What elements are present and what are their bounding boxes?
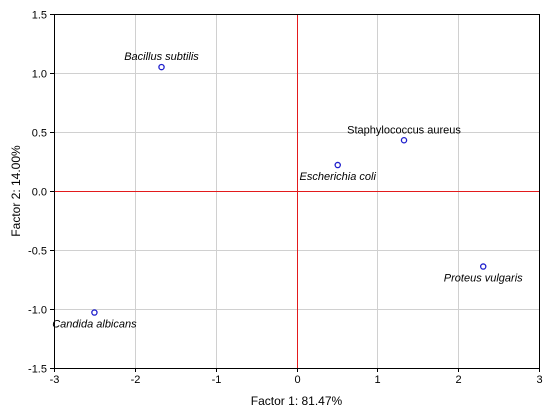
y-tick-label: -1.5 (28, 364, 47, 376)
x-tick-label: 3 (536, 374, 542, 386)
x-tick-label: 1 (374, 374, 380, 386)
y-axis-title: Factor 2: 14.00% (9, 145, 23, 237)
data-point (158, 63, 165, 71)
y-tick-label: -1.0 (28, 305, 47, 317)
x-axis-ticks: -3 -2 -1 0 1 2 3 (50, 368, 543, 386)
data-point (400, 137, 408, 144)
data-point (479, 263, 487, 270)
point-label: Bacillus subtilis (124, 51, 199, 63)
y-axis-ticks: 1.5 1.0 0.5 0.0 -0.5 -1.0 -1.5 (28, 10, 54, 376)
x-tick-label: -1 (212, 374, 222, 386)
y-tick-label: 1.0 (32, 69, 47, 81)
reference-lines (54, 14, 539, 368)
point-label: Proteus vulgaris (444, 273, 523, 285)
x-tick-label: 0 (294, 374, 300, 386)
y-tick-label: 0.5 (32, 128, 47, 140)
point-label: Candida albicans (52, 319, 137, 331)
y-tick-label: 1.5 (32, 10, 47, 22)
data-point (334, 161, 341, 169)
x-tick-label: -2 (131, 374, 141, 386)
data-points: Bacillus subtilis Staphylococcus aureus Es… (52, 51, 523, 330)
x-tick-label: 2 (455, 374, 461, 386)
y-tick-label: -0.5 (28, 246, 47, 258)
point-label: Escherichia coli (300, 171, 377, 183)
x-axis-title: Factor 1: 81.47% (251, 394, 343, 408)
point-label: Staphylococcus aureus (347, 124, 461, 136)
y-tick-label: 0.0 (32, 187, 47, 199)
x-tick-label: -3 (50, 374, 60, 386)
data-point (91, 309, 98, 316)
